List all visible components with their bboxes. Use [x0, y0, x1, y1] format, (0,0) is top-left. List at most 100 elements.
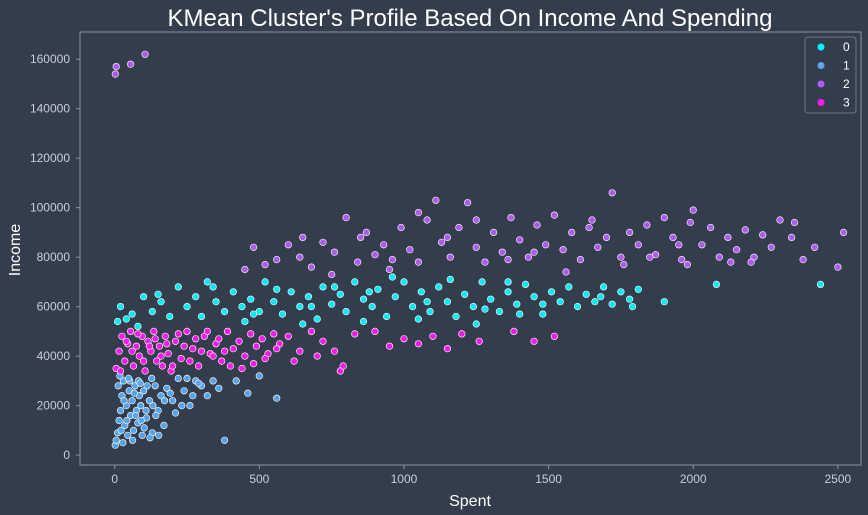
data-point-cluster-2	[112, 62, 120, 71]
y-tick-label: 60000	[37, 300, 71, 314]
data-point-cluster-2	[464, 199, 472, 207]
data-point-cluster-3	[132, 342, 140, 350]
data-point-cluster-0	[212, 298, 220, 306]
cluster-0-points	[113, 273, 825, 331]
data-point-cluster-0	[278, 310, 287, 318]
data-point-cluster-3	[157, 352, 165, 360]
data-point-cluster-0	[128, 310, 136, 318]
data-point-cluster-3	[296, 347, 304, 355]
data-point-cluster-3	[177, 355, 185, 363]
data-point-cluster-1	[129, 436, 137, 444]
data-point-cluster-0	[307, 303, 316, 311]
data-point-cluster-3	[221, 347, 229, 355]
data-point-cluster-0	[513, 300, 521, 308]
data-point-cluster-3	[238, 364, 246, 373]
data-point-cluster-1	[138, 431, 146, 439]
data-point-cluster-2	[675, 241, 683, 249]
data-point-cluster-2	[594, 243, 602, 251]
data-point-cluster-2	[330, 248, 339, 256]
data-point-cluster-0	[304, 293, 313, 301]
data-point-cluster-0	[539, 300, 547, 308]
data-point-cluster-0	[261, 278, 269, 286]
x-axis-ticks: 0 500 1000 1500 2000 2500	[111, 465, 852, 486]
data-point-cluster-3	[195, 362, 203, 370]
data-point-cluster-0	[414, 315, 423, 323]
data-point-cluster-1	[152, 411, 160, 420]
data-point-cluster-2	[423, 216, 431, 224]
data-point-cluster-1	[186, 402, 194, 410]
data-point-cluster-1	[116, 407, 125, 415]
data-point-cluster-2	[455, 223, 463, 232]
data-point-cluster-3	[183, 327, 191, 336]
data-point-cluster-2	[585, 223, 593, 232]
data-point-cluster-1	[125, 374, 133, 383]
data-point-cluster-3	[209, 352, 217, 360]
data-point-cluster-3	[270, 330, 278, 338]
data-point-cluster-2	[472, 243, 480, 251]
data-point-cluster-0	[634, 285, 642, 293]
data-point-cluster-3	[223, 327, 232, 336]
data-point-cluster-2	[111, 70, 119, 78]
data-point-cluster-3	[385, 342, 394, 350]
data-point-cluster-1	[171, 409, 180, 417]
data-point-cluster-0	[336, 290, 344, 298]
data-point-cluster-0	[628, 303, 637, 311]
data-point-cluster-3	[319, 337, 327, 345]
data-point-cluster-0	[608, 300, 616, 308]
data-point-cluster-0	[157, 298, 165, 306]
data-point-cluster-3	[155, 342, 164, 350]
data-point-cluster-2	[799, 256, 807, 264]
data-point-cluster-1	[115, 416, 123, 425]
data-point-cluster-3	[273, 345, 281, 353]
data-point-cluster-3	[141, 367, 149, 375]
data-point-cluster-3	[189, 345, 197, 353]
data-point-cluster-3	[235, 337, 243, 345]
data-point-cluster-0	[319, 283, 327, 291]
data-point-cluster-1	[166, 389, 174, 397]
data-point-cluster-2	[790, 218, 799, 227]
data-point-cluster-1	[145, 397, 153, 405]
x-tick-label: 1000	[391, 472, 418, 486]
data-point-cluster-1	[119, 439, 127, 447]
chart-title: KMean Cluster's Profile Based On Income …	[168, 5, 773, 32]
data-point-cluster-3	[118, 332, 126, 340]
data-point-cluster-1	[123, 416, 131, 425]
data-point-cluster-3	[229, 345, 237, 353]
legend-entries: 0 1 2 3	[817, 40, 850, 110]
data-point-cluster-1	[117, 426, 125, 435]
data-point-cluster-2	[776, 216, 784, 224]
y-tick-label: 0	[63, 448, 70, 462]
data-point-cluster-3	[530, 337, 538, 345]
data-point-cluster-1	[169, 397, 177, 405]
data-point-cluster-2	[715, 253, 723, 261]
data-point-cluster-2	[354, 258, 362, 266]
data-point-cluster-3	[115, 347, 123, 355]
data-point-cluster-0	[229, 288, 237, 296]
data-point-cluster-2	[646, 253, 654, 261]
data-point-cluster-1	[163, 384, 171, 392]
data-point-cluster-2	[576, 256, 585, 264]
data-point-cluster-2	[380, 241, 388, 249]
data-point-cluster-0	[192, 293, 200, 301]
data-point-cluster-0	[383, 312, 391, 321]
data-point-cluster-0	[400, 278, 408, 286]
data-point-cluster-2	[328, 270, 336, 279]
data-point-cluster-3	[150, 327, 158, 336]
data-point-cluster-2	[241, 265, 249, 274]
data-point-cluster-2	[550, 211, 559, 219]
data-point-cluster-1	[215, 384, 223, 392]
data-point-cluster-2	[296, 253, 304, 261]
data-point-cluster-3	[247, 330, 255, 338]
data-point-cluster-2	[273, 256, 281, 264]
data-point-cluster-0	[134, 322, 142, 331]
data-point-cluster-2	[507, 214, 515, 222]
data-point-cluster-3	[145, 342, 153, 350]
data-point-cluster-1	[137, 416, 145, 425]
data-point-cluster-1	[112, 436, 120, 444]
data-point-cluster-3	[134, 330, 142, 338]
data-point-cluster-3	[140, 357, 148, 365]
data-point-cluster-3	[261, 355, 269, 363]
data-point-cluster-0	[547, 288, 556, 296]
data-point-cluster-2	[706, 223, 715, 232]
data-point-cluster-0	[330, 283, 339, 291]
